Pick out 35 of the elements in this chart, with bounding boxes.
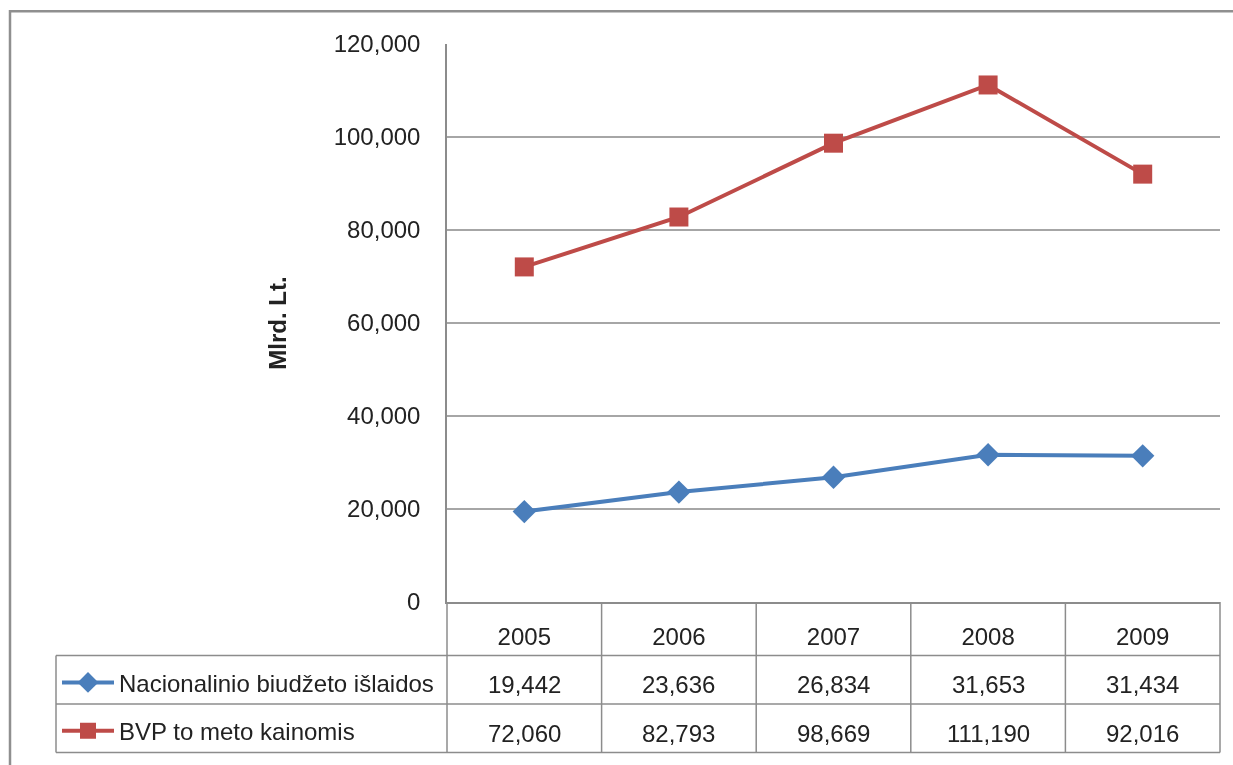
- point: [669, 207, 689, 227]
- point: [514, 257, 534, 277]
- data-label: 111,190: [947, 720, 1031, 747]
- data-label: 19,442: [488, 671, 562, 698]
- y-tick-label: 40,000: [347, 402, 421, 430]
- y-tick-label: 120,000: [333, 30, 421, 58]
- data-label: 23,636: [642, 671, 716, 698]
- data-label: 26,834: [797, 671, 871, 698]
- point: [978, 75, 998, 95]
- y-tick-label: 80,000: [347, 216, 421, 244]
- data-label: 98,669: [797, 720, 871, 747]
- x-tick-label: 2005: [497, 622, 551, 650]
- y-tick-label: 0: [407, 588, 421, 616]
- legend-label: Nacionalinio biudžeto išlaidos: [119, 669, 434, 697]
- data-label: 82,793: [642, 720, 716, 747]
- legend-label: BVP to meto kainomis: [119, 718, 355, 746]
- point: [824, 133, 843, 153]
- data-label: 31,653: [952, 671, 1026, 698]
- y-tick-label: 20,000: [347, 495, 421, 523]
- data-label: 72,060: [488, 720, 562, 747]
- data-label: 31,434: [1106, 671, 1180, 698]
- y-tick-label: 100,000: [333, 123, 421, 151]
- y-axis-title: Mlrd. Lt.: [264, 276, 292, 370]
- point: [821, 465, 846, 489]
- data-label: 92,016: [1106, 720, 1180, 747]
- point: [976, 443, 1000, 467]
- point: [667, 480, 691, 504]
- y-tick-label: 60,000: [347, 309, 421, 337]
- x-tick-label: 2006: [652, 622, 706, 650]
- x-tick-label: 2008: [961, 622, 1015, 650]
- point: [1133, 164, 1153, 184]
- point: [1131, 444, 1155, 468]
- x-tick-label: 2007: [806, 622, 861, 650]
- x-tick-label: 2009: [1116, 622, 1170, 650]
- point: [512, 499, 536, 524]
